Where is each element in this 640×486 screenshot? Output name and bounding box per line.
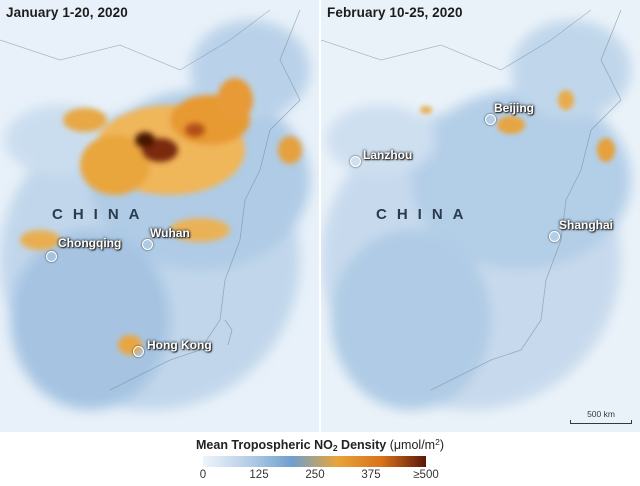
map-panel-january: January 1-20, 2020 CHINA Chongqing Wuhan…: [0, 0, 319, 432]
country-label-china: CHINA: [376, 206, 474, 223]
legend-unit: (μmol/m: [389, 438, 436, 452]
city-label-beijing: Beijing: [494, 101, 535, 115]
legend-colorbar: [203, 456, 426, 467]
city-marker-wuhan: [142, 239, 153, 250]
city-marker-lanzhou: [350, 156, 361, 167]
legend-tick-500: ≥500: [413, 469, 439, 481]
legend-title-subscript: 2: [332, 443, 338, 453]
scale-bar-line: [570, 420, 632, 424]
legend-tick-0: 0: [199, 469, 207, 481]
city-label-wuhan: Wuhan: [150, 226, 190, 240]
country-label-china: CHINA: [52, 206, 150, 223]
legend-title: Mean Tropospheric NO2 Density (μmol/m2): [0, 437, 640, 453]
legend-unit-superscript: 2: [435, 437, 440, 447]
legend-tick-125: 125: [249, 469, 269, 481]
legend-title-main: Mean Tropospheric NO: [196, 438, 333, 452]
city-label-chongqing: Chongqing: [58, 236, 122, 250]
legend-unit-close: ): [439, 438, 444, 452]
no2-map-february: [321, 0, 640, 432]
no2-map-january: [0, 0, 319, 432]
map-panel-february: February 10-25, 2020 CHINA Lanzhou Beiji…: [321, 0, 640, 432]
city-marker-chongqing: [46, 251, 57, 262]
city-label-shanghai: Shanghai: [559, 218, 614, 232]
scale-bar: 500 km: [570, 409, 632, 424]
city-label-hong-kong: Hong Kong: [147, 338, 212, 352]
legend-tick-375: 375: [361, 469, 381, 481]
city-marker-shanghai: [549, 231, 560, 242]
city-marker-hong-kong: [133, 346, 144, 357]
city-marker-beijing: [485, 114, 496, 125]
legend-title-suffix: Density: [337, 438, 390, 452]
panel-title-january: January 1-20, 2020: [6, 5, 128, 20]
panel-title-february: February 10-25, 2020: [327, 5, 463, 20]
legend: Mean Tropospheric NO2 Density (μmol/m2) …: [0, 432, 640, 486]
legend-tick-250: 250: [305, 469, 325, 481]
scale-bar-label: 500 km: [587, 409, 615, 419]
city-label-lanzhou: Lanzhou: [363, 148, 413, 162]
